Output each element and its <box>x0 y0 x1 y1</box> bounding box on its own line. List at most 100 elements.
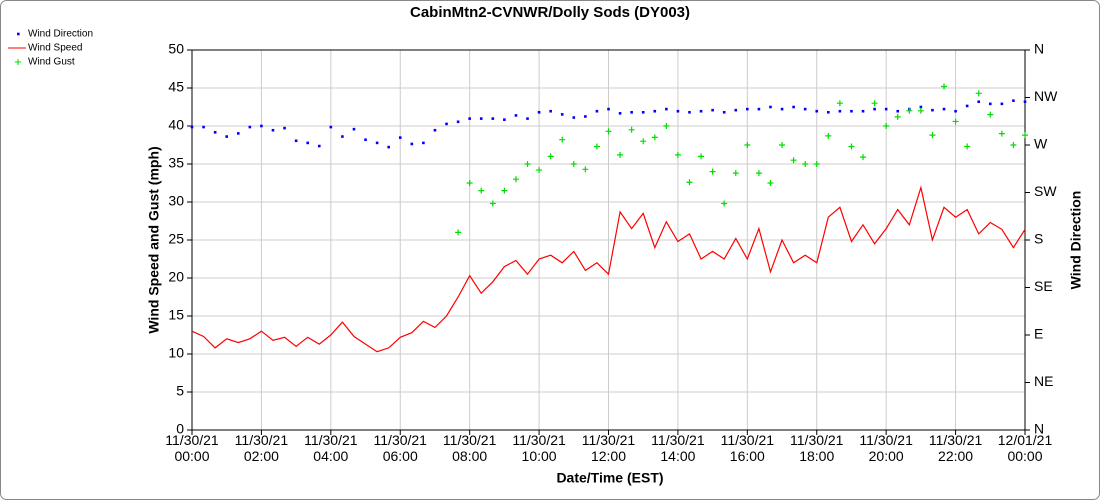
gust-point <box>813 161 820 167</box>
direction-point <box>769 105 772 109</box>
gust-point <box>755 170 762 177</box>
y-tick-label: 35 <box>168 155 184 171</box>
gust-point <box>941 83 948 90</box>
direction-point <box>410 142 414 146</box>
gust-point <box>559 136 566 143</box>
x-tick-label: 11/30/21 00:00 <box>165 432 219 464</box>
direction-point <box>722 110 726 114</box>
y2-tick-label: NE <box>1034 373 1053 389</box>
gust-point <box>779 142 786 148</box>
gust-point <box>536 167 543 174</box>
direction-point <box>572 116 576 119</box>
direction-point <box>236 132 240 135</box>
direction-point <box>283 126 286 130</box>
gust-point <box>466 180 473 186</box>
gust-point <box>917 107 924 114</box>
gust-point <box>582 166 589 173</box>
y-tick-label: 50 <box>168 41 184 57</box>
x-tick-label: 12/01/21 00:00 <box>997 432 1053 464</box>
gust-point <box>871 100 878 107</box>
direction-point <box>815 109 819 113</box>
gust-point <box>524 161 531 167</box>
direction-point <box>838 109 842 113</box>
direction-point <box>352 127 356 131</box>
direction-point <box>491 117 495 120</box>
y-tick-label: 10 <box>168 345 184 361</box>
y-tick-label: 30 <box>168 193 184 209</box>
y2-tick-label: NW <box>1034 88 1058 104</box>
direction-point <box>549 109 552 113</box>
legend-label: Wind Speed <box>28 43 82 54</box>
gust-point <box>501 187 508 194</box>
direction-point <box>931 108 934 112</box>
gust-point <box>906 107 913 114</box>
y2-tick-label: S <box>1034 231 1043 247</box>
direction-point <box>954 109 957 113</box>
legend-marker <box>15 59 21 65</box>
gust-point <box>663 123 670 129</box>
x-tick-label: 11/30/21 20:00 <box>859 432 913 464</box>
x-tick-label: 11/30/21 02:00 <box>234 432 289 464</box>
gust-point <box>964 143 971 150</box>
direction-point <box>503 118 506 121</box>
direction-point <box>988 102 992 106</box>
direction-point <box>873 107 876 111</box>
gust-point <box>802 161 809 167</box>
y-tick-label: 0 <box>176 421 184 437</box>
direction-point <box>803 107 807 111</box>
gust-point <box>605 128 612 135</box>
gust-point <box>674 151 681 158</box>
gust-point <box>975 90 982 97</box>
direction-point <box>248 125 252 129</box>
direction-point <box>618 112 622 115</box>
direction-point <box>260 124 263 128</box>
direction-point <box>1012 99 1015 102</box>
gust-point <box>478 187 485 194</box>
legend-label: Wind Gust <box>28 57 75 68</box>
y-tick-label: 45 <box>168 79 184 95</box>
direction-point <box>375 141 379 145</box>
direction-point <box>433 128 437 132</box>
direction-point <box>468 117 471 120</box>
y-tick-label: 15 <box>168 307 184 323</box>
gust-point <box>547 153 554 160</box>
gust-point <box>732 170 739 177</box>
gust-point <box>744 142 751 148</box>
gust-point <box>952 118 959 125</box>
gust-point <box>593 143 600 150</box>
x-tick-label: 11/30/21 14:00 <box>651 432 705 464</box>
direction-point <box>676 109 680 113</box>
y-tick-label: 25 <box>168 231 184 247</box>
gust-point <box>860 154 867 161</box>
direction-point <box>665 107 668 111</box>
direction-point <box>190 125 194 129</box>
gust-point <box>512 176 519 183</box>
direction-point <box>653 109 657 113</box>
direction-point <box>1023 100 1027 104</box>
direction-point <box>456 120 460 124</box>
gust-point <box>698 153 705 160</box>
direction-point <box>306 141 309 145</box>
direction-point <box>213 131 217 134</box>
y-tick-label: 5 <box>176 383 184 399</box>
x-tick-label: 11/30/21 10:00 <box>512 432 566 464</box>
direction-point <box>942 107 946 111</box>
direction-point <box>641 110 645 114</box>
gust-point <box>455 229 462 236</box>
gust-point <box>651 134 658 141</box>
direction-point <box>479 117 483 120</box>
x-tick-label: 11/30/21 16:00 <box>720 432 775 464</box>
direction-point <box>607 107 610 111</box>
gust-point <box>894 113 901 120</box>
x-tick-label: 11/30/21 04:00 <box>304 432 358 464</box>
direction-point <box>595 109 599 113</box>
direction-point <box>919 105 923 109</box>
direction-point <box>827 110 830 114</box>
plot-border <box>191 49 1026 431</box>
direction-point <box>780 107 784 111</box>
gust-point <box>1010 142 1017 148</box>
gust-point <box>987 111 994 118</box>
direction-point <box>341 135 344 138</box>
